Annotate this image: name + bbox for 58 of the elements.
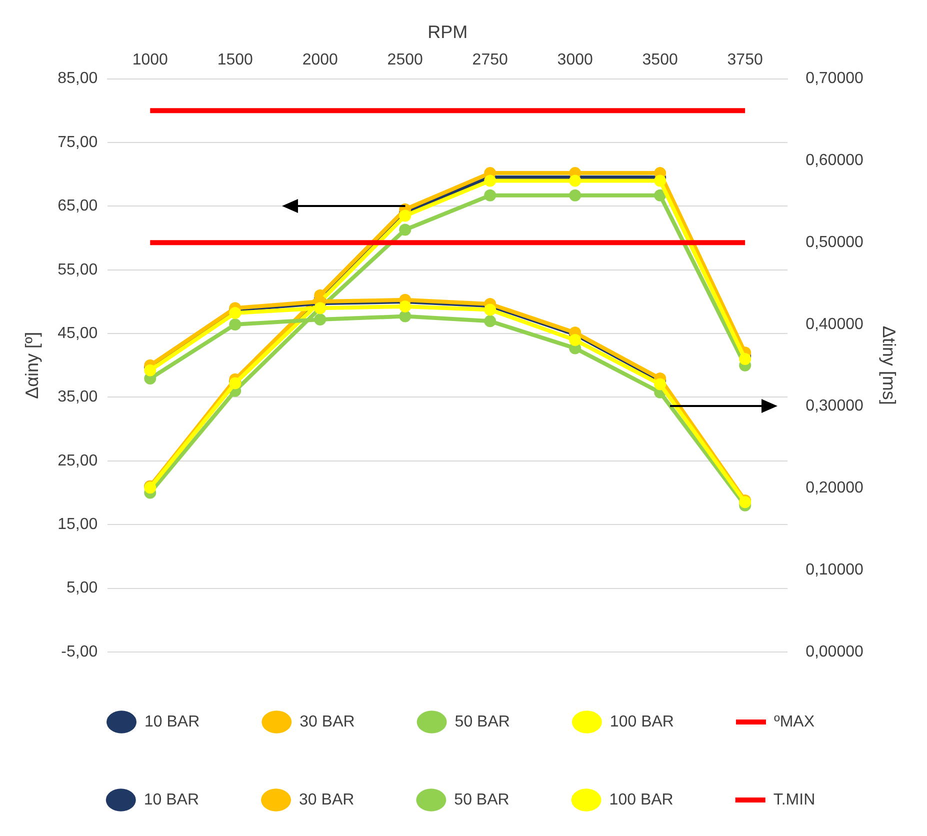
x-axis-title: RPM — [428, 22, 468, 42]
y2-tick-label: 0,30000 — [806, 398, 864, 415]
y2-tick-label: 0,20000 — [806, 480, 864, 497]
y-tick-label: 55,00 — [58, 261, 98, 278]
legend-label: 10 BAR — [144, 713, 200, 730]
y-tick-label: 85,00 — [58, 70, 98, 88]
legend-label: 30 BAR — [300, 713, 355, 730]
x-tick-label: 2750 — [472, 52, 508, 69]
y-tick-label: 75,00 — [58, 134, 98, 151]
legend-label: ºMAX — [774, 713, 815, 730]
point — [399, 210, 412, 222]
y-tick-label: 45,00 — [58, 324, 98, 342]
point — [484, 174, 496, 187]
point — [229, 306, 242, 319]
y2-tick-label: 0,60000 — [806, 152, 864, 170]
point — [654, 189, 666, 202]
point — [399, 310, 412, 322]
legend-label: T.MIN — [773, 791, 816, 808]
y-tick-label: 25,00 — [58, 452, 98, 470]
legend-label: 30 BAR — [299, 791, 354, 808]
y2-tick-label: 0,00000 — [806, 643, 864, 660]
y-axis-title: Δαiny [º] — [22, 332, 42, 399]
point — [229, 318, 242, 330]
x-tick-label: 2000 — [302, 52, 338, 69]
point — [569, 189, 582, 202]
y-tick-label: 35,00 — [58, 388, 98, 406]
y2-tick-label: 0,50000 — [806, 234, 864, 251]
legend-label: 50 BAR — [454, 791, 510, 808]
legend-label: 100 BAR — [609, 791, 674, 808]
legend-label: 50 BAR — [454, 713, 510, 730]
point — [399, 300, 412, 312]
y2-tick-label: 0,70000 — [806, 70, 864, 88]
x-tick-label: 3500 — [642, 52, 678, 69]
x-tick-label: 3000 — [557, 52, 593, 69]
y2-tick-label: 0,40000 — [806, 316, 864, 333]
y-tick-label: 15,00 — [58, 516, 98, 534]
x-tick-label: 3750 — [727, 52, 763, 69]
x-tick-label: 1000 — [132, 52, 168, 69]
y2-axis-title: Δtiny [ms] — [879, 326, 900, 405]
point — [654, 378, 666, 390]
x-tick-label: 2500 — [387, 52, 424, 69]
legend-label: 10 BAR — [144, 791, 200, 808]
x-tick-label: 1500 — [217, 52, 254, 69]
point — [314, 314, 326, 326]
y-tick-label: -5,00 — [61, 643, 98, 660]
point — [484, 304, 496, 316]
point — [484, 315, 496, 328]
y-tick-label: 5,00 — [66, 580, 98, 597]
point — [484, 189, 496, 202]
point — [399, 224, 412, 236]
point — [144, 364, 156, 376]
legend-label: 100 BAR — [610, 713, 674, 730]
point — [569, 334, 582, 346]
point — [569, 174, 582, 187]
point — [654, 174, 666, 187]
point — [739, 353, 752, 366]
y-tick-label: 65,00 — [58, 198, 98, 215]
y2-tick-label: 0,10000 — [806, 562, 864, 579]
